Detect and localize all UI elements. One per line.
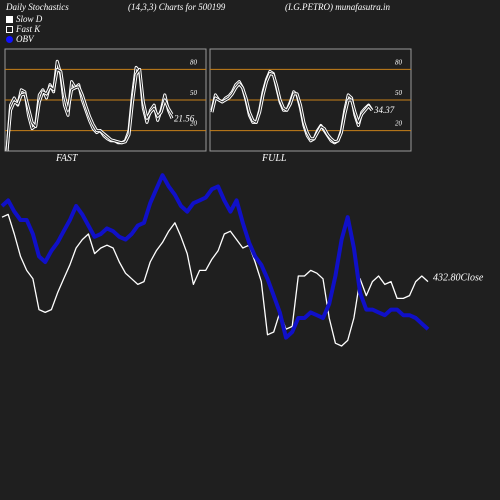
- obv-swatch-icon: [6, 35, 13, 43]
- obv-line: [0, 173, 430, 340]
- full-tick-label: 80: [395, 58, 403, 66]
- fast-k-swatch-icon: [6, 25, 13, 33]
- legend-slow-d: Slow D: [6, 14, 42, 24]
- symbol-label: (I.G.PETRO) munafasutra.in: [285, 2, 390, 12]
- legend-obv: OBV: [6, 34, 34, 44]
- full-tick-label: 20: [395, 120, 403, 128]
- fast-tick-label: 80: [190, 58, 198, 66]
- full-last-value-label: 34.37: [373, 105, 395, 115]
- chart-type-label: Daily Stochastics: [6, 2, 69, 12]
- close-line: [1, 213, 429, 347]
- legend-label: Slow D: [16, 14, 43, 24]
- fast-tick-label: 50: [190, 89, 198, 97]
- legend-label: OBV: [16, 34, 34, 44]
- fast-panel-label: FAST: [56, 153, 78, 164]
- legend-fast-k: Fast K: [6, 24, 40, 34]
- close-price-label: 432.80Close: [433, 273, 484, 284]
- legend-label: Fast K: [16, 24, 41, 34]
- chart-params-label: (14,3,3) Charts for 500199: [128, 2, 226, 12]
- full-tick-label: 50: [395, 89, 403, 97]
- fast-slow-d-core: [6, 68, 173, 152]
- slow-d-swatch-icon: [6, 15, 13, 23]
- fast-last-value-label: 21.56: [174, 113, 195, 123]
- full-slow-d-core: [211, 73, 373, 143]
- full-panel-label: FULL: [262, 153, 287, 164]
- fast-tick-label: 20: [190, 120, 198, 128]
